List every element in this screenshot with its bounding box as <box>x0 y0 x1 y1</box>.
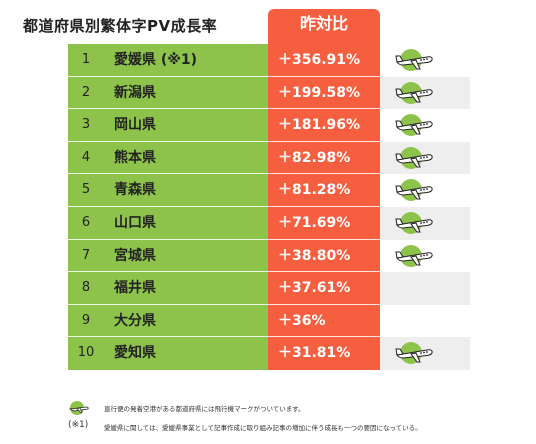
rank-cell: 4 <box>68 141 104 175</box>
airplane-icon <box>395 114 433 137</box>
prefecture-cell: 山口県 <box>104 206 268 240</box>
icon-cell <box>380 109 470 142</box>
row-divider <box>68 140 380 142</box>
airplane-icon <box>395 146 433 169</box>
row-divider <box>68 238 380 240</box>
yoy-cell: ＋356.91% <box>268 44 380 77</box>
airplane-icon <box>395 49 433 71</box>
icon-cell <box>380 272 470 305</box>
icon-cell <box>380 206 470 240</box>
rank-cell: 10 <box>68 337 104 370</box>
airplane-legend-icon <box>68 401 89 415</box>
row-divider <box>68 75 380 77</box>
yoy-cell: ＋31.81% <box>268 337 380 370</box>
rank-cell: 7 <box>68 239 104 273</box>
yoy-cell: ＋38.80% <box>268 239 380 273</box>
rank-cell: 6 <box>68 206 104 240</box>
rank-cell: 1 <box>68 44 104 77</box>
airplane-icon <box>395 342 433 365</box>
flight-note: 直行便の発着空港がある都道府県には飛行機マークがついています。 <box>104 405 305 413</box>
yoy-cell: ＋36% <box>268 304 380 338</box>
yoy-cell: ＋37.61% <box>268 272 380 305</box>
table-row: 10 愛知県 ＋31.81% <box>68 337 470 370</box>
airplane-icon <box>395 244 433 267</box>
airplane-icon <box>395 179 433 202</box>
icon-cell <box>380 141 470 175</box>
table-row: 9 大分県 ＋36% <box>68 304 470 338</box>
rank-cell: 9 <box>68 304 104 338</box>
prefecture-cell: 青森県 <box>104 174 268 207</box>
yoy-cell: ＋181.96% <box>268 109 380 142</box>
table-row: 8 福井県 ＋37.61% <box>68 272 470 305</box>
icon-cell <box>380 76 470 110</box>
prefecture-cell: 宮城県 <box>104 239 268 273</box>
table-row: 5 青森県 ＋81.28% <box>68 174 470 207</box>
prefecture-cell: 熊本県 <box>104 141 268 175</box>
icon-cell <box>380 337 470 370</box>
icon-cell <box>380 239 470 273</box>
table-row: 6 山口県 ＋71.69% <box>68 206 470 240</box>
row-divider <box>68 108 380 110</box>
icon-cell <box>380 44 470 77</box>
prefecture-cell: 新潟県 <box>104 76 268 110</box>
note-marker: (※1) <box>68 420 89 430</box>
airplane-icon <box>395 81 433 104</box>
table-row: 1 愛媛県 (※1) ＋356.91% <box>68 44 470 77</box>
yoy-cell: ＋81.28% <box>268 174 380 207</box>
row-divider <box>68 205 380 207</box>
ranking-table: 1 愛媛県 (※1) ＋356.91% 2 新潟県 ＋199.58% 3 岡山県 ＋181.96… <box>68 44 470 370</box>
prefecture-cell: 大分県 <box>104 304 268 338</box>
rank-cell: 5 <box>68 174 104 207</box>
row-divider <box>68 173 380 175</box>
yoy-column-header: 昨対比 <box>268 9 380 44</box>
prefecture-cell: 愛媛県 (※1) <box>104 44 268 77</box>
yoy-cell: ＋199.58% <box>268 76 380 110</box>
yoy-cell: ＋71.69% <box>268 206 380 240</box>
icon-cell <box>380 174 470 207</box>
rank-cell: 2 <box>68 76 104 110</box>
row-divider <box>68 303 380 305</box>
ehime-note: 愛媛県に関しては、愛媛県事業として記事作成に取り組み記事の増加に伴う成長も一つの… <box>104 424 422 432</box>
table-row: 2 新潟県 ＋199.58% <box>68 76 470 110</box>
row-divider <box>68 336 380 338</box>
table-row: 7 宮城県 ＋38.80% <box>68 239 470 273</box>
prefecture-cell: 愛知県 <box>104 337 268 370</box>
row-divider <box>68 271 380 273</box>
rank-cell: 8 <box>68 272 104 305</box>
page-title: 都道府県別繁体字PV成長率 <box>23 17 218 35</box>
rank-cell: 3 <box>68 109 104 142</box>
icon-cell <box>380 304 470 338</box>
airplane-icon <box>395 211 433 234</box>
prefecture-cell: 福井県 <box>104 272 268 305</box>
prefecture-cell: 岡山県 <box>104 109 268 142</box>
table-row: 3 岡山県 ＋181.96% <box>68 109 470 142</box>
yoy-cell: ＋82.98% <box>268 141 380 175</box>
table-row: 4 熊本県 ＋82.98% <box>68 141 470 175</box>
